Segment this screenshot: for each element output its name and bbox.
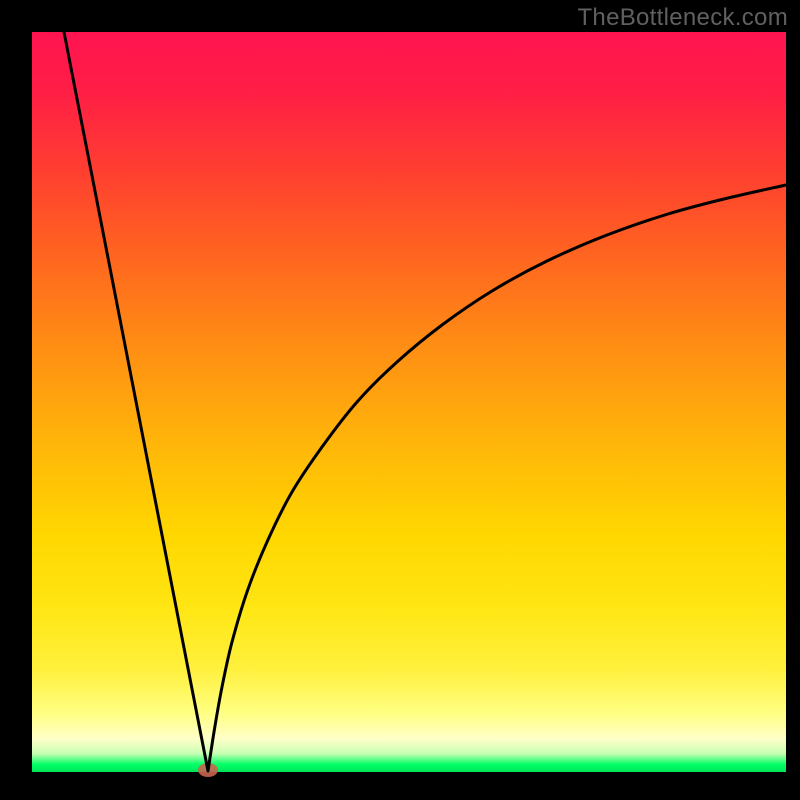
chart-frame: TheBottleneck.com bbox=[0, 0, 800, 800]
gradient-background bbox=[32, 32, 786, 772]
bottleneck-chart bbox=[0, 0, 800, 800]
watermark-label: TheBottleneck.com bbox=[577, 4, 788, 32]
